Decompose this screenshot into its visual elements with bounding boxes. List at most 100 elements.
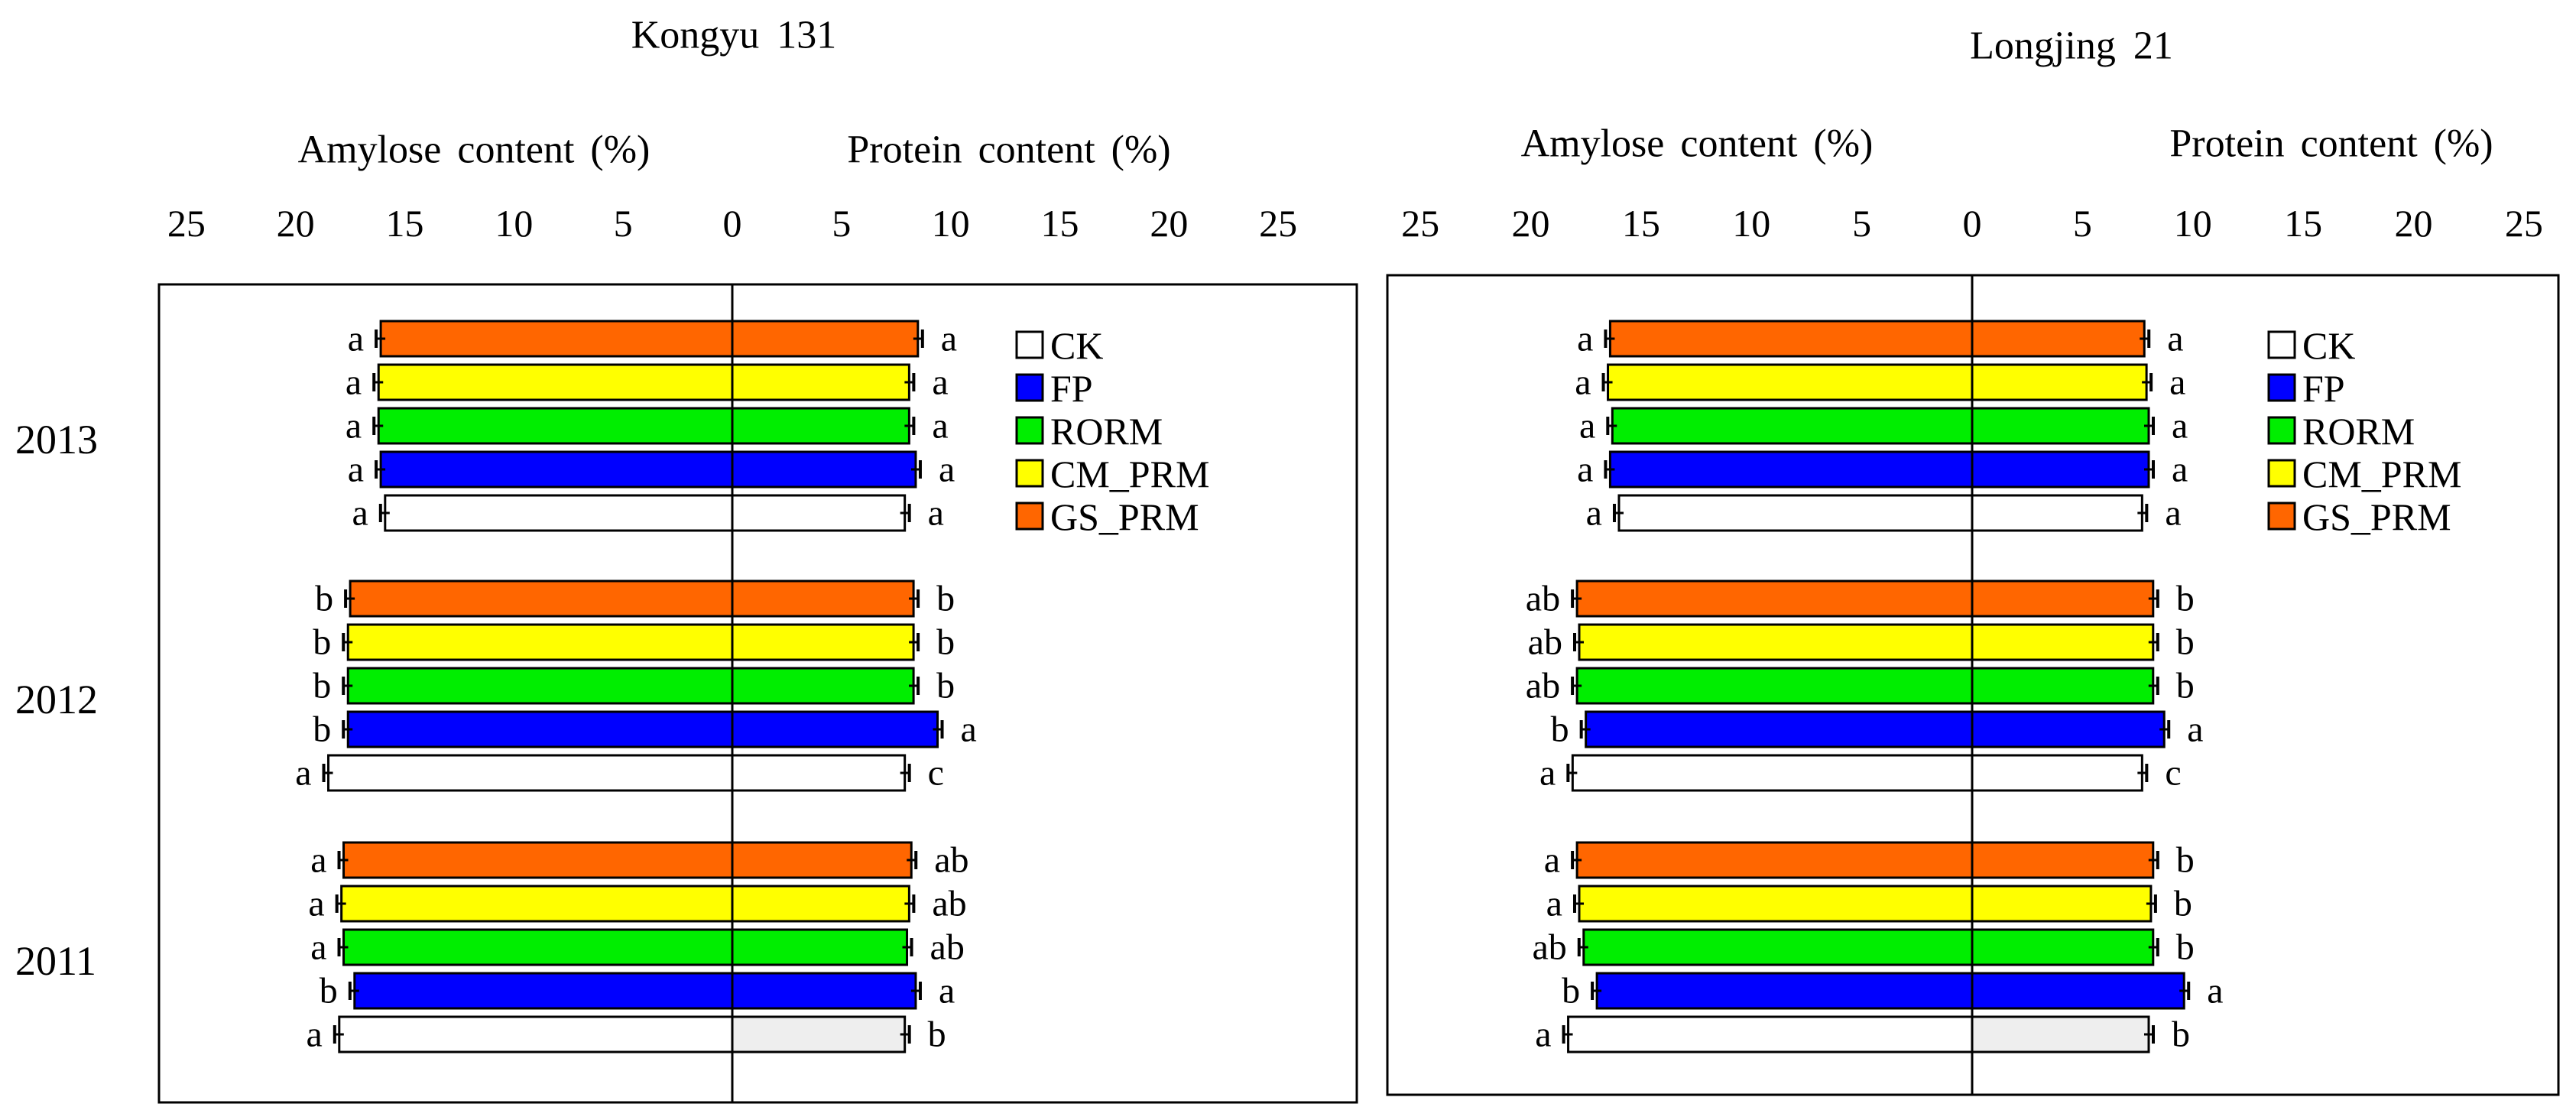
left-axis-label: Amylose content (%) bbox=[1521, 122, 1874, 166]
panel-0: Kongyu 131 Amylose content (%) Protein con… bbox=[157, 14, 1358, 1104]
tick-label: 20 bbox=[277, 202, 315, 245]
protein-bar bbox=[1971, 407, 2150, 445]
protein-sig-label: a bbox=[941, 319, 957, 359]
right-axis-label: Protein content (%) bbox=[2169, 122, 2493, 166]
protein-bar bbox=[731, 972, 917, 1010]
amylose-bar bbox=[1617, 494, 1974, 532]
tick-label: 5 bbox=[1852, 202, 1871, 245]
protein-sig-label: b bbox=[936, 579, 955, 619]
amylose-sig-label: a bbox=[295, 753, 311, 794]
protein-bar bbox=[1971, 579, 2155, 618]
protein-sig-label: a bbox=[932, 362, 948, 403]
protein-sig-label: b bbox=[936, 622, 955, 663]
tick-label: 15 bbox=[2284, 202, 2322, 245]
legend-label: FP bbox=[2302, 367, 2345, 410]
protein-sig-label: a bbox=[939, 971, 955, 1011]
amylose-sig-label: a bbox=[1546, 884, 1562, 924]
amylose-sig-label: a bbox=[308, 884, 324, 924]
protein-sig-label: a bbox=[2165, 493, 2181, 534]
amylose-sig-label: a bbox=[346, 406, 362, 446]
legend-label: CK bbox=[1050, 324, 1103, 367]
legend-swatch bbox=[1015, 330, 1044, 359]
protein-sig-label: c bbox=[2165, 753, 2181, 794]
protein-bar bbox=[1971, 972, 2185, 1010]
plot-frame bbox=[157, 283, 1358, 1104]
amylose-sig-label: b bbox=[315, 579, 333, 619]
protein-bar bbox=[1971, 450, 2150, 489]
protein-bar bbox=[1971, 1015, 2150, 1053]
amylose-sig-label: a bbox=[348, 450, 364, 490]
protein-bar bbox=[1971, 320, 2146, 358]
protein-bar bbox=[731, 450, 917, 489]
protein-bar bbox=[1971, 363, 2148, 401]
amylose-sig-label: a bbox=[1535, 1014, 1551, 1055]
tick-label: 25 bbox=[167, 202, 206, 245]
protein-bar bbox=[731, 710, 939, 748]
legend-swatch bbox=[2267, 330, 2296, 359]
tick-label: 5 bbox=[614, 202, 633, 245]
legend-label: RORM bbox=[2302, 410, 2415, 453]
protein-bar bbox=[1971, 667, 2155, 705]
amylose-bar bbox=[1567, 1015, 1974, 1053]
amylose-bar bbox=[1578, 885, 1974, 923]
protein-bar bbox=[731, 407, 910, 445]
protein-bar bbox=[1971, 885, 2153, 923]
protein-bar bbox=[731, 623, 915, 661]
amylose-bar bbox=[1595, 972, 1974, 1010]
amylose-bar bbox=[377, 407, 734, 445]
protein-sig-label: b bbox=[936, 666, 955, 706]
amylose-bar bbox=[1585, 710, 1974, 748]
protein-bar bbox=[1971, 841, 2155, 879]
amylose-sig-label: b bbox=[313, 666, 331, 706]
protein-sig-label: a bbox=[2169, 362, 2185, 403]
protein-bar bbox=[731, 494, 907, 532]
protein-bar bbox=[1971, 710, 2166, 748]
amylose-bar bbox=[1611, 407, 1974, 445]
amylose-bar bbox=[1571, 754, 1974, 792]
left-axis-label: Amylose content (%) bbox=[298, 128, 650, 172]
amylose-bar bbox=[377, 363, 734, 401]
amylose-bar bbox=[346, 710, 734, 748]
amylose-sig-label: a bbox=[348, 319, 364, 359]
amylose-sig-label: a bbox=[1577, 319, 1593, 359]
legend-label: CK bbox=[2302, 324, 2355, 367]
tick-label: 25 bbox=[1259, 202, 1297, 245]
amylose-sig-label: a bbox=[1575, 362, 1591, 403]
amylose-bar bbox=[1575, 841, 1974, 879]
tick-label: 0 bbox=[723, 202, 742, 245]
protein-sig-label: a bbox=[928, 493, 944, 534]
amylose-bar bbox=[1582, 928, 1974, 966]
year-label: 2012 bbox=[15, 677, 98, 722]
protein-bar bbox=[731, 885, 910, 923]
protein-sig-label: a bbox=[2172, 406, 2188, 446]
protein-bar bbox=[731, 320, 920, 358]
protein-sig-label: a bbox=[2207, 971, 2223, 1011]
amylose-sig-label: b bbox=[320, 971, 338, 1011]
amylose-sig-label: a bbox=[346, 362, 362, 403]
protein-sig-label: b bbox=[928, 1014, 946, 1055]
tick-label: 10 bbox=[1732, 202, 1770, 245]
amylose-sig-label: a bbox=[1579, 406, 1595, 446]
protein-sig-label: c bbox=[928, 753, 944, 794]
amylose-bar bbox=[1607, 363, 1974, 401]
legend-label: FP bbox=[1050, 367, 1093, 410]
right-axis-label: Protein content (%) bbox=[847, 128, 1170, 172]
protein-bar bbox=[731, 579, 915, 618]
protein-sig-label: a bbox=[932, 406, 948, 446]
protein-bar bbox=[1971, 754, 2143, 792]
amylose-bar bbox=[342, 928, 734, 966]
amylose-bar bbox=[338, 1015, 734, 1053]
protein-bar bbox=[1971, 494, 2143, 532]
protein-sig-label: b bbox=[2176, 666, 2195, 706]
protein-sig-label: b bbox=[2176, 927, 2195, 968]
tick-label: 20 bbox=[1511, 202, 1549, 245]
protein-sig-label: a bbox=[961, 709, 977, 750]
amylose-bar bbox=[1575, 579, 1974, 618]
tick-label: 20 bbox=[2395, 202, 2433, 245]
panel-title: Longjing 21 bbox=[1970, 24, 2173, 68]
tick-label: 10 bbox=[495, 202, 533, 245]
amylose-sig-label: b bbox=[313, 709, 331, 750]
legend-label: CM_PRM bbox=[1050, 453, 1209, 495]
legend-label: GS_PRM bbox=[2302, 495, 2451, 538]
